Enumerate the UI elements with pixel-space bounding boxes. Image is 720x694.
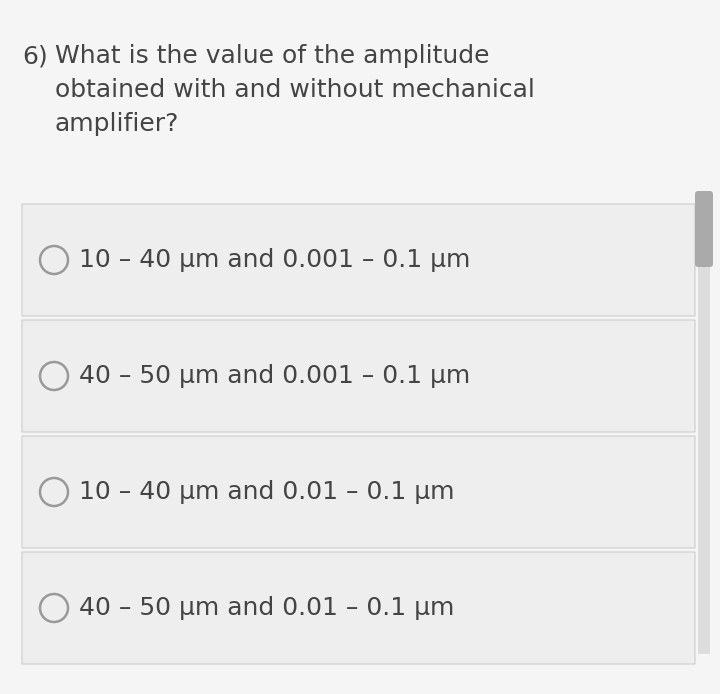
FancyBboxPatch shape — [698, 194, 710, 654]
Text: 40 – 50 μm and 0.01 – 0.1 μm: 40 – 50 μm and 0.01 – 0.1 μm — [79, 596, 454, 620]
Text: amplifier?: amplifier? — [55, 112, 179, 136]
Text: 10 – 40 μm and 0.01 – 0.1 μm: 10 – 40 μm and 0.01 – 0.1 μm — [79, 480, 454, 504]
Text: 6): 6) — [22, 44, 48, 68]
FancyBboxPatch shape — [22, 204, 695, 316]
Text: 40 – 50 μm and 0.001 – 0.1 μm: 40 – 50 μm and 0.001 – 0.1 μm — [79, 364, 470, 388]
FancyBboxPatch shape — [22, 436, 695, 548]
Text: 10 – 40 μm and 0.001 – 0.1 μm: 10 – 40 μm and 0.001 – 0.1 μm — [79, 248, 470, 272]
FancyBboxPatch shape — [22, 552, 695, 664]
Text: obtained with and without mechanical: obtained with and without mechanical — [55, 78, 535, 102]
FancyBboxPatch shape — [695, 191, 713, 267]
Text: What is the value of the amplitude: What is the value of the amplitude — [55, 44, 490, 68]
FancyBboxPatch shape — [22, 320, 695, 432]
